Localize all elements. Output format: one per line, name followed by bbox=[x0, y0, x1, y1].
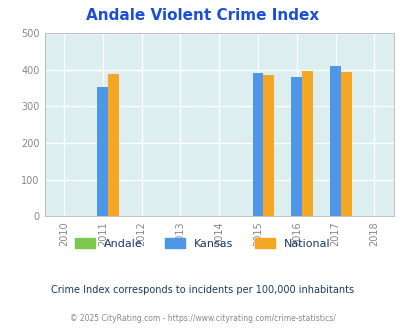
Bar bbox=[108, 74, 119, 216]
Legend: Andale, Kansas, National: Andale, Kansas, National bbox=[70, 234, 335, 253]
Bar bbox=[301, 71, 312, 216]
Bar bbox=[252, 73, 263, 216]
Text: © 2025 CityRating.com - https://www.cityrating.com/crime-statistics/: © 2025 CityRating.com - https://www.city… bbox=[70, 314, 335, 323]
Bar bbox=[263, 75, 274, 216]
Text: Crime Index corresponds to incidents per 100,000 inhabitants: Crime Index corresponds to incidents per… bbox=[51, 285, 354, 295]
Bar bbox=[329, 66, 340, 216]
Text: Andale Violent Crime Index: Andale Violent Crime Index bbox=[86, 8, 319, 23]
Bar bbox=[340, 72, 351, 216]
Bar bbox=[97, 87, 108, 216]
Bar bbox=[291, 77, 301, 216]
